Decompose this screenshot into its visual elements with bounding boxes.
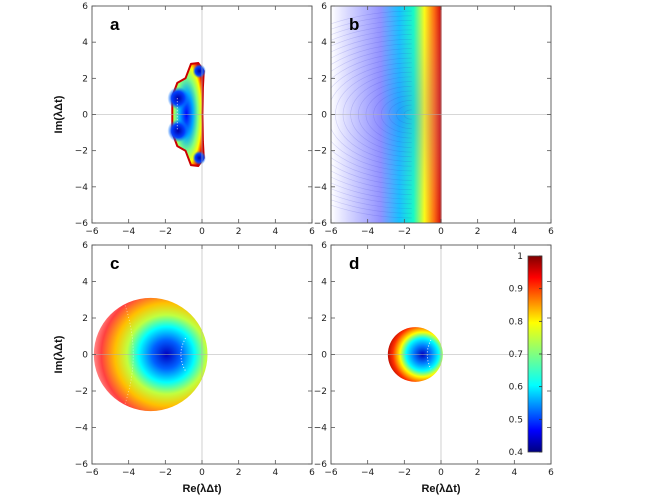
y-tick-label: 4 — [321, 278, 327, 288]
y-tick-label: 4 — [82, 38, 88, 48]
panel-label: b — [349, 15, 359, 34]
minimum-spot — [167, 86, 189, 110]
y-tick-label: 0 — [321, 111, 327, 121]
contour-line — [331, 38, 412, 191]
contour-line — [331, 24, 412, 205]
x-tick-label: −2 — [398, 227, 411, 237]
colorbar-tick-label: 0.9 — [509, 285, 524, 295]
y-tick-label: 6 — [82, 2, 88, 12]
y-tick-label: 2 — [82, 74, 88, 84]
x-tick-label: −4 — [361, 227, 375, 237]
x-tick-label: 4 — [511, 227, 517, 237]
x-axis-label: Re(λΔt) — [421, 483, 460, 495]
x-tick-label: 4 — [272, 227, 278, 237]
x-tick-label: 4 — [511, 468, 517, 478]
x-tick-label: −4 — [122, 468, 136, 478]
x-tick-label: −4 — [122, 227, 136, 237]
minimum-spot — [192, 64, 206, 79]
x-tick-label: 6 — [309, 468, 315, 478]
contour-line — [331, 57, 412, 172]
colorbar-tick-label: 0.5 — [509, 415, 523, 425]
x-tick-label: −6 — [324, 468, 338, 478]
x-tick-label: −6 — [85, 227, 99, 237]
panel-d: −6 −4 −2 0 2 4 6 −6 −4 −2 0 2 4 6 d Re(λΔt) — [314, 241, 554, 495]
x-tick-label: 6 — [548, 468, 554, 478]
colorbar-tick-label: 0.7 — [509, 350, 523, 360]
y-tick-label: 6 — [82, 241, 88, 251]
contour-line — [331, 20, 412, 209]
x-tick-label: −4 — [361, 468, 375, 478]
contour-dots — [122, 299, 134, 410]
contour-line — [331, 29, 412, 200]
y-tick-label: −6 — [75, 219, 89, 229]
x-tick-label: −2 — [159, 227, 172, 237]
panel-b: −6 −4 −2 0 2 4 6 −6 −4 −2 0 2 4 6 b — [314, 2, 554, 237]
y-tick-label: −4 — [75, 424, 89, 434]
contour-line — [331, 10, 412, 219]
y-tick-label: −4 — [314, 424, 328, 434]
y-tick-label: 0 — [82, 111, 88, 121]
y-tick-label: −6 — [314, 219, 328, 229]
panel-label: a — [110, 15, 120, 34]
y-tick-label: −2 — [75, 387, 88, 397]
y-axis-label: Im(λΔt) — [53, 95, 65, 133]
x-tick-label: −2 — [398, 468, 411, 478]
y-axis-label: Im(λΔt) — [53, 335, 65, 373]
colorbar: 0.4 0.5 0.6 0.7 0.8 0.9 1 — [509, 252, 543, 458]
x-tick-label: 2 — [236, 468, 242, 478]
x-tick-label: −2 — [159, 468, 172, 478]
colorbar-tick-label: 0.8 — [509, 317, 524, 327]
x-tick-label: 6 — [309, 227, 315, 237]
y-tick-label: 2 — [82, 314, 88, 324]
y-tick-label: 0 — [321, 351, 327, 361]
y-tick-label: 4 — [321, 38, 327, 48]
x-tick-label: 6 — [548, 227, 554, 237]
x-tick-label: −6 — [324, 227, 338, 237]
x-tick-label: 2 — [475, 468, 481, 478]
y-tick-label: 6 — [321, 241, 327, 251]
panel-label: c — [110, 254, 119, 273]
colorbar-tick-label: 0.6 — [509, 383, 524, 393]
x-tick-label: 0 — [438, 227, 444, 237]
y-tick-label: 0 — [82, 351, 88, 361]
y-tick-label: 2 — [321, 314, 327, 324]
contour-line — [331, 53, 412, 176]
contour-line — [331, 62, 412, 167]
minimum-spot — [167, 119, 189, 143]
x-tick-label: 0 — [199, 227, 205, 237]
y-tick-label: 6 — [321, 2, 327, 12]
x-tick-label: 4 — [272, 468, 278, 478]
y-tick-label: −2 — [314, 147, 327, 157]
y-tick-label: 2 — [321, 74, 327, 84]
y-tick-label: −2 — [75, 147, 88, 157]
y-tick-label: 4 — [82, 278, 88, 288]
x-tick-label: 0 — [438, 468, 444, 478]
x-tick-label: 2 — [236, 227, 242, 237]
contour-line — [331, 34, 412, 195]
y-tick-label: −4 — [75, 183, 89, 193]
x-tick-label: 0 — [199, 468, 205, 478]
minimum-spot — [192, 150, 206, 165]
colorbar-tick-label: 1 — [517, 252, 523, 262]
y-tick-label: −2 — [314, 387, 327, 397]
contour-line — [331, 43, 412, 186]
x-axis-label: Re(λΔt) — [182, 483, 221, 495]
contour-line — [331, 15, 412, 214]
panel-c: −6 −4 −2 0 2 4 6 −6 −4 −2 0 2 4 6 c Re(λΔt) Im(λΔt) — [53, 241, 315, 495]
y-tick-label: −6 — [314, 460, 328, 470]
x-tick-label: −6 — [85, 468, 99, 478]
colorbar-tick-label: 0.4 — [509, 448, 524, 458]
panel-a: −6 −4 −2 0 2 4 6 −6 −4 −2 0 2 4 6 a Im(λΔt) — [53, 2, 315, 237]
x-tick-label: 2 — [475, 227, 481, 237]
y-tick-label: −4 — [314, 183, 328, 193]
panel-label: d — [349, 254, 359, 273]
y-tick-label: −6 — [75, 460, 89, 470]
